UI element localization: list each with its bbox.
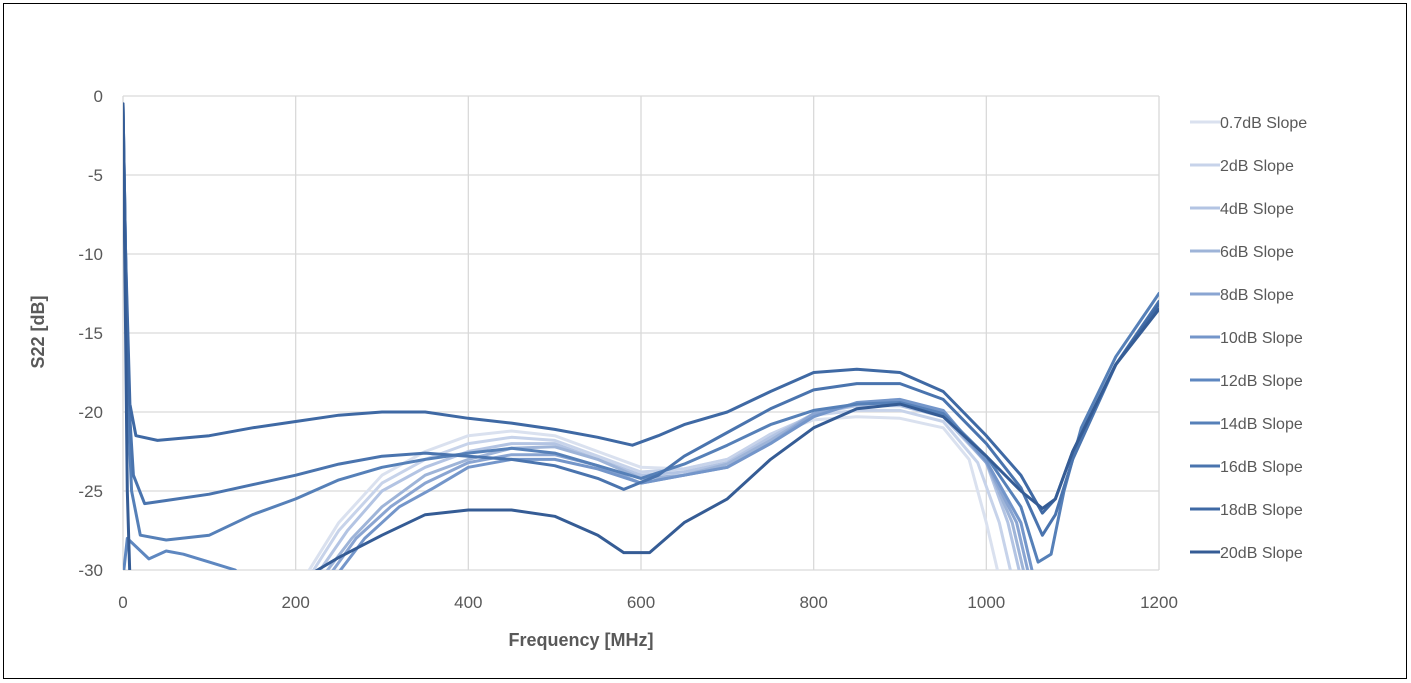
x-tick-label: 600 <box>627 593 655 612</box>
y-tick-label: -25 <box>78 482 103 501</box>
x-axis-ticks: 0 200 400 600 800 1000 1200 <box>118 593 1178 612</box>
y-tick-label: -10 <box>78 245 103 264</box>
y-axis-ticks: 0 -5 -10 -15 -20 -25 -30 <box>78 87 103 580</box>
series-line <box>123 102 1159 564</box>
series-line <box>123 102 1159 537</box>
legend-label: 16dB Slope <box>1220 459 1303 476</box>
legend-item: 18dB Slope <box>1190 502 1303 519</box>
x-tick-label: 0 <box>118 593 127 612</box>
legend-label: 20dB Slope <box>1220 545 1303 562</box>
x-axis-title: Frequency [MHz] <box>508 630 653 650</box>
x-tick-label: 800 <box>799 593 827 612</box>
legend-label: 14dB Slope <box>1220 416 1303 433</box>
line-chart: 0 -5 -10 -15 -20 -25 -30 0 200 400 600 800 1000 1200… <box>28 87 1307 650</box>
legend-label: 10dB Slope <box>1220 330 1303 347</box>
legend-item: 12dB Slope <box>1190 373 1303 390</box>
legend-item: 10dB Slope <box>1190 330 1303 347</box>
y-axis-title: S22 [dB] <box>28 295 48 368</box>
legend-item: 4dB Slope <box>1190 201 1294 218</box>
y-tick-label: -5 <box>88 166 103 185</box>
legend-label: 0.7dB Slope <box>1220 115 1307 132</box>
series-line <box>123 102 1159 515</box>
legend-label: 4dB Slope <box>1220 201 1294 218</box>
legend-item: 14dB Slope <box>1190 416 1303 433</box>
y-tick-label: 0 <box>94 87 103 106</box>
legend-item: 16dB Slope <box>1190 459 1303 476</box>
legend-item: 6dB Slope <box>1190 244 1294 261</box>
x-tick-label: 400 <box>454 593 482 612</box>
legend-label: 2dB Slope <box>1220 158 1294 175</box>
x-tick-label: 200 <box>281 593 309 612</box>
legend-item: 20dB Slope <box>1190 545 1303 562</box>
series-line <box>123 102 1159 570</box>
legend-item: 8dB Slope <box>1190 287 1294 304</box>
x-tick-label: 1200 <box>1140 593 1178 612</box>
legend: 0.7dB Slope 2dB Slope 4dB Slope 6dB Slope 8d… <box>1190 115 1307 562</box>
series-lines <box>123 102 1159 570</box>
x-tick-label: 1000 <box>967 593 1005 612</box>
series-line <box>307 415 999 570</box>
legend-item: 0.7dB Slope <box>1190 115 1307 132</box>
y-tick-label: -20 <box>78 403 103 422</box>
legend-label: 6dB Slope <box>1220 244 1294 261</box>
series-line <box>338 397 1034 570</box>
chart-area: 0 -5 -10 -15 -20 -25 -30 0 200 400 600 800 1000 1200… <box>3 3 1407 679</box>
y-tick-label: -30 <box>78 561 103 580</box>
legend-label: 8dB Slope <box>1220 287 1294 304</box>
legend-label: 18dB Slope <box>1220 502 1303 519</box>
legend-label: 12dB Slope <box>1220 373 1303 390</box>
legend-item: 2dB Slope <box>1190 158 1294 175</box>
series-line <box>123 536 238 570</box>
y-tick-label: -15 <box>78 324 103 343</box>
